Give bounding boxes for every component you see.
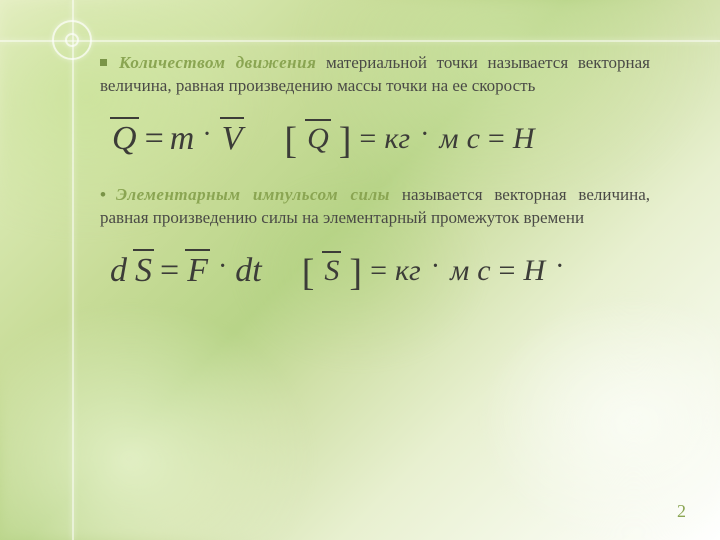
dim2-sym: S [322, 254, 341, 288]
equation-1: Q = m · V [110, 120, 244, 158]
lbracket-icon: [ [284, 126, 297, 156]
eq2-d: d [110, 252, 127, 290]
dim1-sym: Q [305, 122, 331, 156]
eq1-Q: Q [110, 120, 139, 158]
dim1-p2: м [439, 122, 458, 156]
dim2-p5: Н [523, 254, 545, 288]
equation-2: dS = F · dt [110, 252, 262, 290]
eq2-F: F [185, 252, 210, 290]
lbracket2-icon: [ [302, 258, 315, 288]
term-2: Элементарным импульсом силы [116, 185, 390, 204]
eq1-V: V [220, 120, 245, 158]
eq2-dot: · [216, 251, 229, 283]
dim1-p3: с [467, 122, 480, 156]
dim2-p1: · [429, 251, 442, 283]
rbracket-icon: ] [339, 126, 352, 156]
dim1-eq: = [359, 122, 376, 156]
term-1: Количеством движения [119, 53, 316, 72]
slide-content: Количеством движения материальной точки … [0, 0, 720, 290]
eq1-equals: = [145, 120, 164, 158]
eq1-dot: · [200, 119, 213, 151]
equation-row-2: dS = F · dt [ S ] = кг · м с = Н · [110, 252, 650, 290]
dim2-eq: = [370, 254, 387, 288]
dim2-p4: = [499, 254, 516, 288]
eq2-dt: dt [235, 252, 261, 290]
rbracket2-icon: ] [349, 258, 362, 288]
definition-1: Количеством движения материальной точки … [100, 52, 650, 98]
bullet-dot-icon: • [100, 184, 106, 207]
eq1-m: m [170, 120, 195, 158]
dim2-p0: кг [395, 254, 421, 288]
definition-2: •Элементарным импульсом силы называется … [100, 184, 650, 230]
dim2-p6: · [553, 251, 566, 283]
dim1-p5: Н [513, 122, 535, 156]
dim2-p2: м [450, 254, 469, 288]
dim1-p0: кг [384, 122, 410, 156]
dim2-p3: с [477, 254, 490, 288]
dimension-1: [ Q ] = кг · м с = Н [284, 122, 534, 156]
dimension-2: [ S ] = кг · м с = Н · [302, 254, 567, 288]
equation-row-1: Q = m · V [ Q ] = кг · м с = Н [110, 120, 650, 158]
eq2-equals: = [160, 252, 179, 290]
dim1-p1: · [418, 119, 431, 151]
bullet-square-icon [100, 59, 107, 66]
eq2-S: S [133, 252, 154, 290]
dim1-p4: = [488, 122, 505, 156]
page-number: 2 [677, 501, 686, 522]
